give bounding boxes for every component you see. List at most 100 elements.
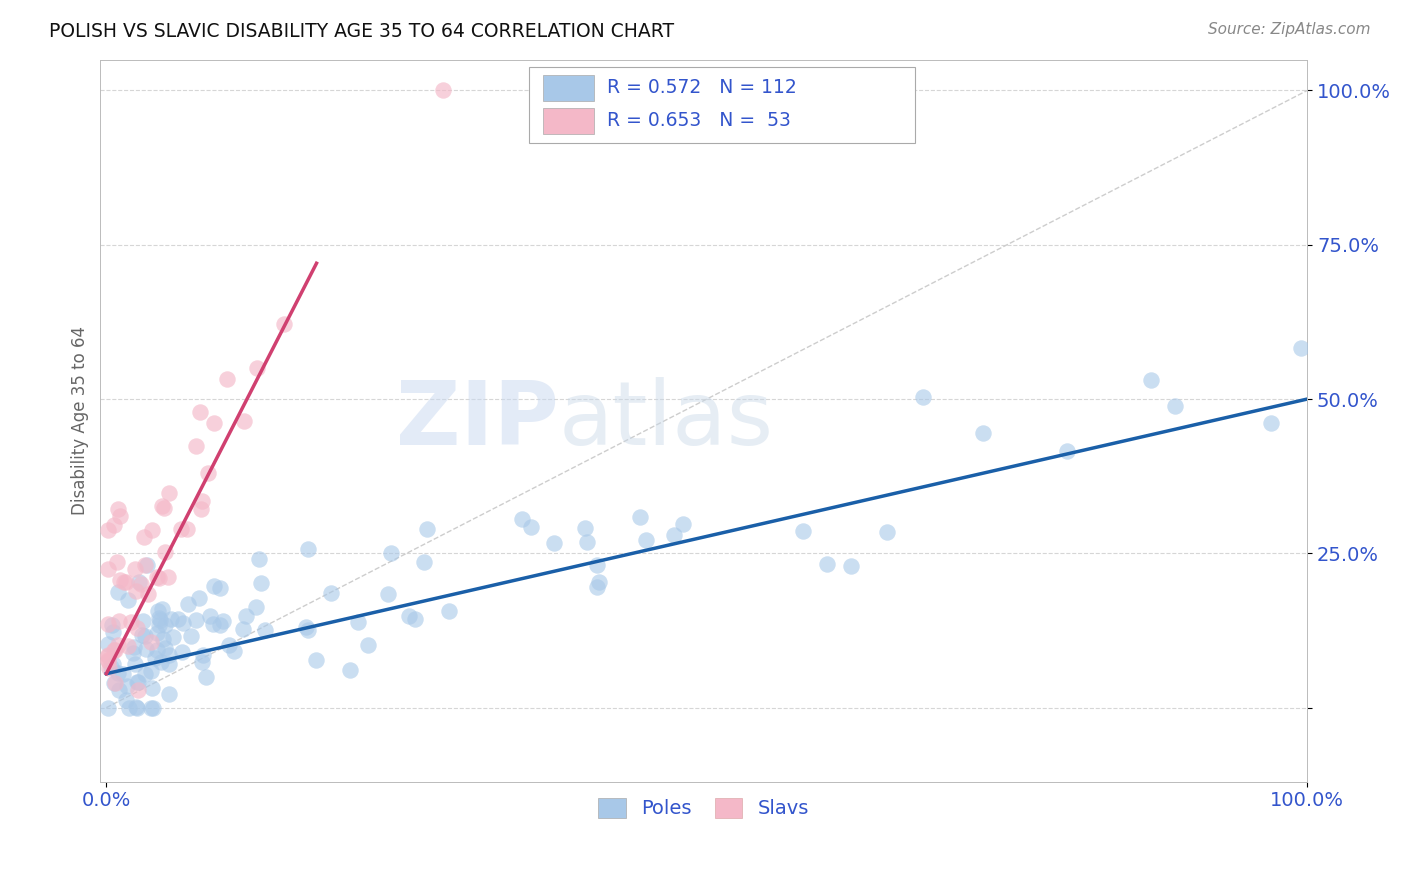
Point bbox=[191, 494, 214, 508]
Point bbox=[634, 533, 657, 547]
Point bbox=[911, 390, 934, 404]
Point bbox=[142, 700, 165, 714]
Point bbox=[117, 593, 139, 607]
Point bbox=[104, 676, 127, 690]
Point bbox=[217, 371, 239, 385]
Point bbox=[208, 617, 231, 632]
Point bbox=[103, 675, 125, 690]
Point bbox=[297, 623, 319, 637]
Point bbox=[114, 692, 136, 706]
Point bbox=[380, 546, 402, 560]
Point bbox=[131, 628, 153, 642]
Point bbox=[160, 612, 183, 626]
Point bbox=[157, 657, 180, 671]
Point bbox=[1056, 443, 1078, 458]
Point bbox=[127, 700, 149, 714]
Point bbox=[585, 580, 607, 594]
Point bbox=[543, 535, 565, 549]
Point bbox=[125, 583, 148, 598]
Point bbox=[134, 641, 156, 656]
Point bbox=[202, 579, 225, 593]
Point bbox=[190, 501, 212, 516]
Point bbox=[212, 614, 235, 628]
Point bbox=[139, 664, 162, 678]
Point bbox=[294, 620, 316, 634]
Point bbox=[141, 635, 163, 649]
Point bbox=[107, 665, 129, 680]
Point bbox=[357, 638, 380, 652]
Point bbox=[1291, 341, 1313, 355]
Point bbox=[377, 587, 399, 601]
Point bbox=[153, 500, 176, 515]
Point bbox=[127, 675, 149, 690]
Point bbox=[184, 439, 207, 453]
Point bbox=[132, 614, 155, 628]
Point bbox=[105, 555, 128, 569]
Point bbox=[180, 629, 202, 643]
Point bbox=[96, 561, 118, 575]
Point bbox=[120, 615, 142, 630]
Point bbox=[218, 638, 240, 652]
Point bbox=[127, 621, 149, 635]
Point bbox=[197, 467, 219, 481]
Point bbox=[305, 653, 328, 667]
Point bbox=[173, 615, 195, 630]
Point bbox=[246, 361, 269, 376]
Point bbox=[191, 655, 214, 669]
Point bbox=[588, 574, 610, 589]
Point bbox=[101, 617, 124, 632]
Point bbox=[134, 666, 156, 681]
Point bbox=[153, 640, 176, 655]
Point bbox=[347, 615, 370, 630]
Point bbox=[121, 646, 143, 660]
Point bbox=[107, 585, 129, 599]
Point bbox=[145, 570, 167, 584]
Point bbox=[188, 591, 211, 606]
Point bbox=[157, 486, 180, 500]
Point bbox=[148, 571, 170, 585]
Point bbox=[202, 416, 225, 430]
Point bbox=[575, 535, 598, 549]
Point bbox=[117, 639, 139, 653]
FancyBboxPatch shape bbox=[543, 75, 593, 101]
Text: atlas: atlas bbox=[560, 377, 775, 464]
Point bbox=[150, 602, 173, 616]
Point bbox=[97, 661, 120, 675]
Point bbox=[112, 666, 135, 681]
Point bbox=[839, 558, 862, 573]
Point bbox=[96, 637, 118, 651]
Point bbox=[235, 608, 257, 623]
Point bbox=[125, 699, 148, 714]
Point bbox=[157, 687, 180, 701]
Point bbox=[247, 552, 270, 566]
Point bbox=[200, 609, 222, 624]
Point bbox=[128, 574, 150, 589]
Legend: Poles, Slavs: Poles, Slavs bbox=[591, 790, 817, 826]
Point bbox=[136, 587, 159, 601]
Point bbox=[134, 558, 156, 573]
Point bbox=[232, 414, 254, 428]
Point bbox=[146, 642, 169, 657]
Point bbox=[97, 653, 120, 667]
Point bbox=[141, 700, 163, 714]
Point bbox=[96, 649, 118, 664]
Point bbox=[115, 679, 138, 693]
Point bbox=[134, 629, 156, 643]
Point bbox=[232, 623, 254, 637]
Point bbox=[153, 617, 176, 632]
FancyBboxPatch shape bbox=[543, 108, 593, 134]
Point bbox=[186, 613, 208, 627]
Point bbox=[191, 648, 214, 663]
Point bbox=[148, 611, 170, 625]
Point bbox=[124, 562, 146, 576]
Point bbox=[416, 522, 439, 536]
Point bbox=[149, 613, 172, 627]
Text: R = 0.572   N = 112: R = 0.572 N = 112 bbox=[607, 78, 797, 97]
Point bbox=[662, 528, 685, 542]
Point bbox=[437, 604, 460, 618]
Text: Source: ZipAtlas.com: Source: ZipAtlas.com bbox=[1208, 22, 1371, 37]
Point bbox=[209, 581, 232, 595]
Point bbox=[103, 517, 125, 532]
Point bbox=[146, 604, 169, 618]
Point bbox=[148, 618, 170, 632]
